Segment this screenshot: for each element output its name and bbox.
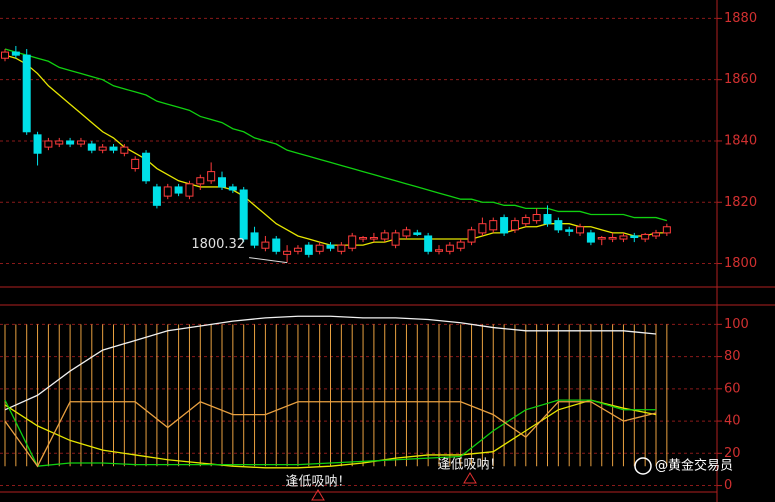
y-tick-label: 100 [724,317,749,332]
y-tick-label: 1840 [724,133,757,148]
y-tick-label: 1820 [724,195,757,210]
candle-body [66,140,75,145]
candle-body [218,177,226,188]
candle-body [283,250,292,255]
candle-body [543,214,552,225]
candle-body [207,171,216,182]
line [4,400,657,468]
candle-body [348,235,357,249]
y-tick-label: 0 [724,478,732,493]
y-tick-label: 1860 [724,72,757,87]
candle-body [1,51,9,59]
candle-body [109,146,118,151]
candle-body [315,244,324,252]
candle-body [272,238,281,252]
y-tick-label: 20 [724,446,741,461]
candle-body [359,237,368,240]
candle-body [510,220,519,231]
watermark: @黄金交易员 [655,458,733,474]
candle-body [456,241,465,249]
candle-body [413,232,422,235]
y-tick-label: 1880 [724,11,757,26]
candle-body [87,143,96,151]
candle-body [630,235,639,239]
line [4,399,657,469]
candle-body [619,235,628,240]
candle-body [662,226,671,234]
watermark-icon [634,457,652,475]
candle-body [608,237,617,240]
candle-body [326,244,335,249]
candle-body [652,232,660,237]
annotation: 逢低吸呐！ [437,458,502,473]
candle-body [597,237,606,240]
candle-body [467,229,476,243]
candle-body [239,189,248,240]
candle-body [196,177,205,185]
candle-body [369,237,378,240]
candle-body [174,186,183,194]
candle-body [641,233,650,240]
candle-body [142,152,151,182]
candle-body [44,140,53,148]
candle-body [250,232,259,246]
marker [463,472,477,484]
candle-body [532,214,541,222]
candle-body [163,186,172,197]
candle-body [380,232,389,240]
candle-body [402,229,411,237]
line [4,315,657,411]
marker [311,489,325,501]
candle-body [586,232,595,243]
candle-body [185,183,194,197]
candle-body [554,220,563,231]
candle-body [304,244,313,255]
candle-body [76,140,85,145]
candle-body [565,229,574,232]
candle-body [152,186,161,206]
line [4,48,668,222]
candle-body [435,249,443,252]
candle-body [424,235,433,252]
candle-body [391,232,400,246]
candle-body [500,217,509,234]
candle-body [293,247,302,252]
candle-body [11,51,20,56]
y-tick-label: 80 [724,349,741,364]
candle-body [478,223,487,234]
line [4,399,656,467]
candle-body [261,241,270,249]
y-tick-label: 40 [724,414,741,429]
candle-body [131,158,140,170]
candle-body [120,146,129,154]
candle-body [98,146,107,151]
y-tick-label: 60 [724,381,741,396]
candle-body [521,217,530,225]
candle-body [228,186,237,191]
candle-body [337,244,346,252]
y-tick-label: 1800 [724,256,757,271]
candle-body [55,140,64,145]
annotation: 逢低吸呐！ [285,475,350,490]
candle-body [33,134,42,154]
low-label: 1800.32 [191,237,245,252]
callout-line [249,257,288,264]
candle-body [576,226,585,234]
candle-body [445,244,454,252]
candle-body [22,54,31,133]
candle-body [489,220,498,231]
